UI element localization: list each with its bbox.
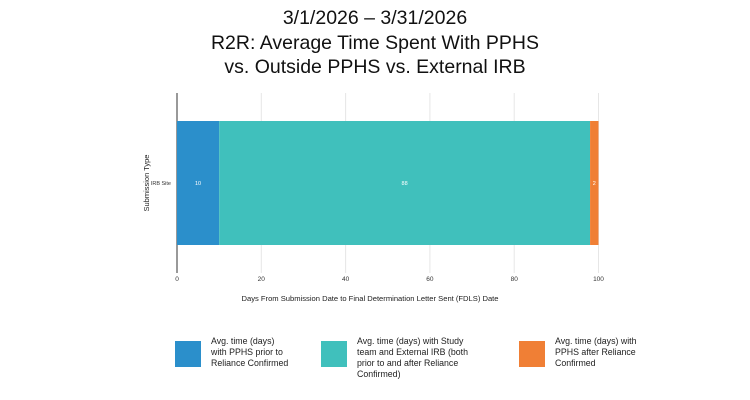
y-axis-title: Submission Type: [142, 155, 151, 212]
x-tick-label-20: 20: [258, 276, 266, 283]
bar-segment-2: [219, 121, 591, 245]
x-tick-label-100: 100: [593, 276, 604, 283]
chart-title: 3/1/2026 – 3/31/2026 R2R: Average Time S…: [0, 6, 750, 80]
x-tick-label-80: 80: [511, 276, 519, 283]
bar-data-label-2: 88: [402, 181, 408, 187]
legend-swatch-pphs-after: [519, 341, 545, 367]
title-line-date-range: 3/1/2026 – 3/31/2026: [282, 7, 468, 29]
legend-swatch-study-team-external-irb: [321, 341, 347, 367]
title-line-main: R2R: Average Time Spent With PPHS: [210, 31, 540, 54]
legend-item-pphs-prior: Avg. time (days) with PPHS prior to Reli…: [175, 336, 288, 369]
legend-label-pphs-prior: Avg. time (days) with PPHS prior to Reli…: [211, 336, 289, 368]
legend-item-study-team-external-irb: Avg. time (days) with Study team and Ext…: [321, 336, 468, 380]
x-tick-label-60: 60: [426, 276, 434, 283]
y-category-label: IRB Site: [151, 181, 171, 187]
x-tick-label-40: 40: [342, 276, 350, 283]
legend-label-study-team-external-irb: Avg. time (days) with Study team and Ext…: [357, 336, 468, 379]
x-axis-title: Days From Submission Date to Final Deter…: [241, 294, 498, 303]
legend-item-pphs-after: Avg. time (days) with PPHS after Relianc…: [519, 336, 636, 369]
bar-segment-1: [177, 121, 220, 245]
legend-label-pphs-after: Avg. time (days) with PPHS after Relianc…: [555, 336, 637, 368]
title-line-sub: vs. Outside PPHS vs. External IRB: [224, 56, 526, 78]
x-tick-label-0: 0: [175, 276, 179, 283]
bar-data-label-3: 2: [593, 181, 596, 187]
legend-swatch-pphs-prior: [175, 341, 201, 367]
bar-segment-3: [590, 121, 599, 245]
bar-data-label-1: 10: [195, 181, 201, 187]
